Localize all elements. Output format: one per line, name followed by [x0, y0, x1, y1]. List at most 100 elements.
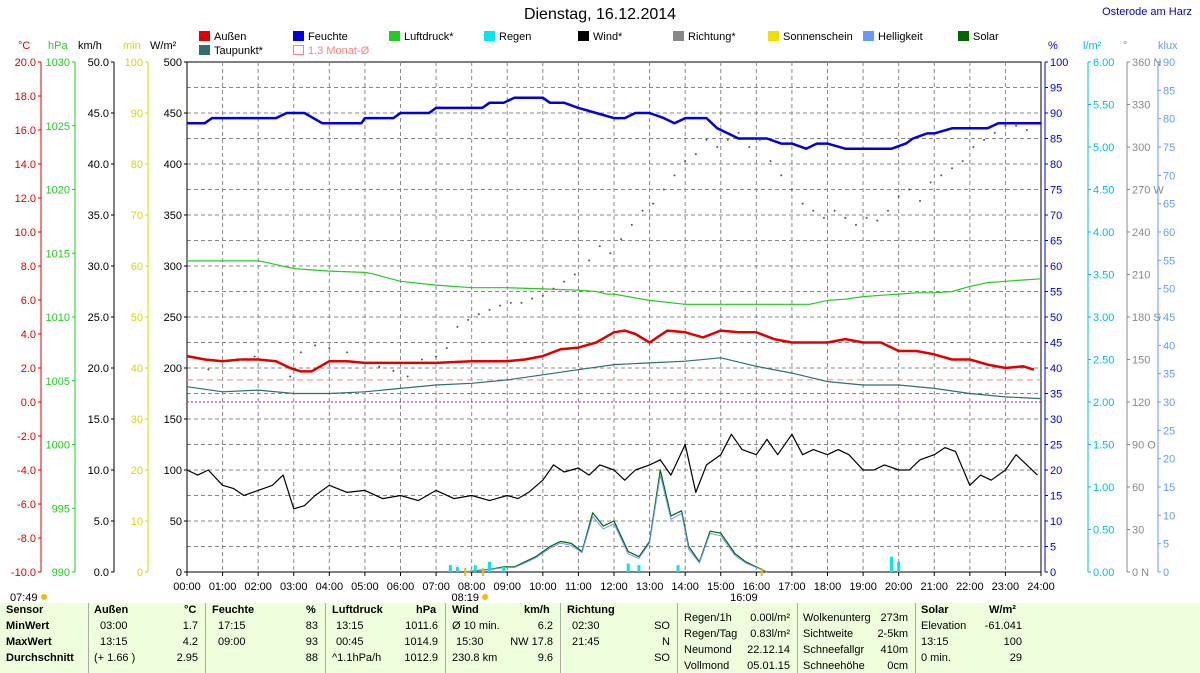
direction-point — [541, 294, 544, 297]
legend-swatch — [863, 31, 874, 41]
x-tick-label: 14:00 — [671, 581, 699, 593]
axis-tick-label-dir: 0 N — [1132, 567, 1149, 579]
axis-tick-label-hum: 20 — [1050, 465, 1062, 477]
direction-point — [790, 188, 793, 191]
rain-bar — [448, 565, 452, 572]
legend-label: 1.3 Monat-Ø — [308, 45, 370, 57]
axis-tick-label-hum: 75 — [1050, 185, 1062, 197]
axis-tick-label-klux: 55 — [1163, 255, 1175, 267]
direction-point — [299, 351, 302, 354]
axis-tick-label-klux: 35 — [1163, 369, 1175, 381]
legend-swatch — [293, 31, 304, 41]
stats-solar-head: Solar — [921, 604, 949, 616]
axis-tick-label-press: 1005 — [46, 376, 70, 388]
rain-bar — [897, 561, 901, 572]
series-line-helligkeit — [464, 474, 768, 573]
direction-point — [531, 297, 534, 300]
x-tick-label: 04:00 — [316, 581, 344, 593]
axis-tick-label-hum: 100 — [1050, 57, 1068, 69]
stats-wind-avg10-label: Ø 10 min. — [452, 620, 500, 632]
axis-tick-label-wind: 10.0 — [88, 465, 109, 477]
x-tick-label: 19:00 — [849, 581, 877, 593]
stats-aussen-max-time: 13:15 — [100, 636, 128, 648]
axis-tick-label-hum: 80 — [1050, 159, 1062, 171]
stats-elevation-value: -61.041 — [984, 620, 1022, 632]
sunset-time-label: 16:09 — [730, 592, 758, 603]
direction-point — [392, 369, 395, 372]
axis-tick-label-rain: 0.50 — [1093, 525, 1114, 537]
direction-point — [289, 375, 292, 378]
direction-point — [908, 188, 911, 191]
stats-feuchte-avg-value: 88 — [305, 652, 318, 664]
legend-label: Solar — [973, 31, 999, 43]
stats-wind-avg-value: 9.6 — [537, 652, 553, 664]
axis-unit-temp: °C — [18, 40, 31, 52]
axis-tick-label-klux: 15 — [1163, 482, 1175, 494]
direction-point — [598, 245, 601, 248]
stats-sichtweite-value: 2-5km — [877, 628, 908, 640]
stats-feuchte-min-time: 17:15 — [218, 620, 246, 632]
stats-schneehoehe-value: 0cm — [887, 660, 908, 672]
legend-swatch — [958, 31, 969, 41]
stats-wind-head: Wind — [452, 604, 479, 616]
legend-item: Taupunkt* — [199, 45, 263, 57]
chart-title: Dienstag, 16.12.2014 — [523, 6, 677, 23]
stats-richtung-min-value: SO — [654, 620, 670, 632]
axis-tick-label-rain: 3.50 — [1093, 270, 1114, 282]
stats-aussen-avg-delta: (+ 1.66 ) — [94, 652, 136, 664]
axis-tick-label-hum: 85 — [1050, 134, 1062, 146]
axis-tick-label-hum: 5 — [1050, 542, 1056, 554]
axis-tick-label-rain: 4.00 — [1093, 227, 1114, 239]
axis-tick-label-press: 1000 — [46, 440, 70, 452]
direction-point — [467, 318, 470, 321]
legend-swatch — [293, 45, 304, 55]
rain-bar — [626, 563, 630, 572]
axis-tick-label-press: 1015 — [46, 248, 70, 260]
direction-point — [499, 304, 502, 307]
axis-tick-label-temp: -6.0 — [17, 499, 36, 511]
x-tick-label: 21:00 — [920, 581, 948, 593]
axis-tick-label-sun: 20 — [131, 465, 143, 477]
x-tick-label: 15:00 — [707, 581, 735, 593]
axis-tick-label-dir: 240 — [1132, 227, 1150, 239]
x-tick-label: 18:00 — [814, 581, 842, 593]
station-link[interactable]: Osterode am Harz — [1102, 6, 1192, 18]
axis-tick-label-klux: 40 — [1163, 340, 1175, 352]
axis-tick-label-press: 1025 — [46, 121, 70, 133]
axis-unit-press: hPa — [48, 40, 68, 52]
axis-tick-label-rain: 6.00 — [1093, 57, 1114, 69]
series-line-feuchte — [187, 96, 1041, 150]
axis-tick-label-klux: 5 — [1163, 539, 1169, 551]
direction-point — [552, 287, 555, 290]
axis-tick-label-dir: 30 — [1132, 525, 1144, 537]
direction-point — [716, 146, 719, 148]
axis-tick-label-wind: 35.0 — [88, 210, 109, 222]
axis-tick-label-temp: 12.0 — [15, 193, 36, 205]
axis-tick-label-wind: 40.0 — [88, 159, 109, 171]
direction-point — [630, 223, 633, 226]
direction-point — [1015, 124, 1018, 127]
axis-tick-label-press: 995 — [52, 503, 70, 515]
axis-tick-label-dir: 330 — [1132, 100, 1150, 112]
direction-point — [833, 209, 836, 212]
axis-tick-label-temp: 8.0 — [21, 261, 36, 273]
legend-item: Außen — [199, 31, 246, 43]
direction-point — [641, 209, 644, 212]
stats-wolken-value: 273m — [880, 612, 908, 624]
direction-point — [573, 273, 576, 276]
legend-label: Regen — [499, 31, 532, 43]
stats-elevation-label: Elevation — [921, 620, 967, 632]
axis-tick-label-dir: 150 — [1132, 355, 1150, 367]
axis-tick-label-temp: 6.0 — [21, 295, 36, 307]
direction-point — [609, 252, 612, 255]
axis-tick-label-wind: 25.0 — [88, 312, 109, 324]
axis-tick-label-klux: 75 — [1163, 142, 1175, 154]
direction-point — [673, 174, 676, 177]
direction-point — [435, 355, 438, 358]
stats-wind-max-time: 15:30 — [456, 636, 484, 648]
axis-tick-label-klux: 30 — [1163, 397, 1175, 409]
legend-item: Regen — [484, 31, 531, 43]
axis-tick-label-hum: 35 — [1050, 389, 1062, 401]
axis-tick-label-hum: 40 — [1050, 363, 1062, 375]
